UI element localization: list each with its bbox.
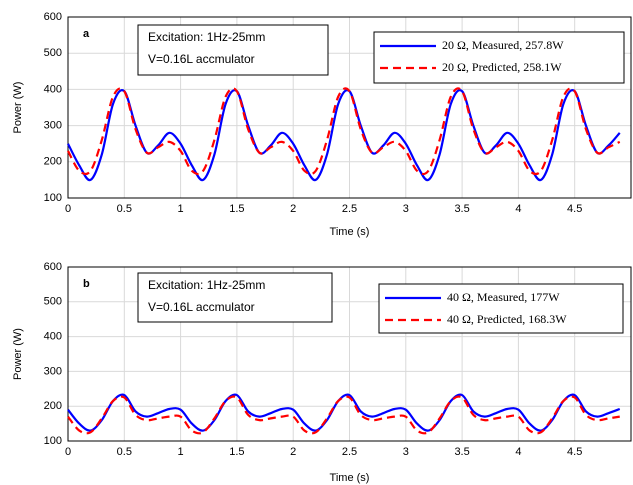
x-tick-label: 4	[515, 203, 521, 215]
y-tick-label: 300	[44, 365, 62, 377]
y-axis-label: Power (W)	[12, 328, 24, 380]
x-tick-label: 0.5	[117, 203, 132, 215]
annotation: Excitation: 1Hz-25mm	[148, 278, 265, 292]
x-tick-label: 1	[178, 446, 184, 458]
annotation-box	[137, 24, 329, 76]
y-axis-label: Power (W)	[12, 82, 24, 134]
data-line	[67, 87, 621, 176]
x-tick-label: 3.5	[454, 446, 469, 458]
x-tick-label: 4	[515, 446, 521, 458]
x-tick-label: 0.5	[117, 446, 132, 458]
y-tick-label: 500	[44, 47, 62, 59]
y-tick-label: 200	[44, 156, 62, 168]
legend-box	[373, 31, 625, 84]
annotation: V=0.16L accmulator	[148, 300, 255, 314]
legend-label: 20 Ω, Measured, 257.8W	[442, 38, 564, 52]
x-tick-label: 1	[178, 203, 184, 215]
plot-frame	[67, 16, 632, 199]
x-tick-label: 2.5	[342, 203, 357, 215]
y-tick-label: 400	[44, 331, 62, 343]
x-tick-label: 0	[65, 446, 71, 458]
x-tick-label: 0	[65, 203, 71, 215]
data-line	[67, 395, 620, 435]
y-tick-label: 600	[44, 11, 62, 23]
annotation-box	[137, 272, 333, 323]
y-tick-label: 100	[44, 192, 62, 204]
x-tick-label: 3	[403, 203, 409, 215]
annotation: Excitation: 1Hz-25mm	[148, 30, 265, 44]
data-line	[67, 393, 621, 432]
legend-label: 20 Ω, Predicted, 258.1W	[442, 60, 562, 74]
x-axis-label: Time (s)	[330, 226, 370, 238]
legend-label: 40 Ω, Measured, 177W	[447, 290, 560, 304]
y-tick-label: 100	[44, 435, 62, 447]
panel-label: a	[83, 28, 90, 40]
x-tick-label: 4.5	[567, 446, 582, 458]
plot-frame	[67, 266, 632, 442]
y-tick-label: 400	[44, 83, 62, 95]
y-tick-label: 300	[44, 120, 62, 132]
x-tick-label: 1.5	[229, 203, 244, 215]
y-tick-label: 500	[44, 296, 62, 308]
x-tick-label: 2	[290, 446, 296, 458]
annotation: V=0.16L accmulator	[148, 52, 255, 66]
x-tick-label: 2	[290, 203, 296, 215]
data-line	[67, 89, 621, 182]
x-tick-label: 3	[403, 446, 409, 458]
panel-label: b	[83, 278, 90, 290]
x-tick-label: 3.5	[454, 203, 469, 215]
legend-label: 40 Ω, Predicted, 168.3W	[447, 312, 567, 326]
legend-box	[378, 283, 624, 334]
y-tick-label: 200	[44, 400, 62, 412]
x-axis-label: Time (s)	[330, 472, 370, 484]
x-tick-label: 4.5	[567, 203, 582, 215]
y-tick-label: 600	[44, 261, 62, 273]
x-tick-label: 2.5	[342, 446, 357, 458]
x-tick-label: 1.5	[229, 446, 244, 458]
